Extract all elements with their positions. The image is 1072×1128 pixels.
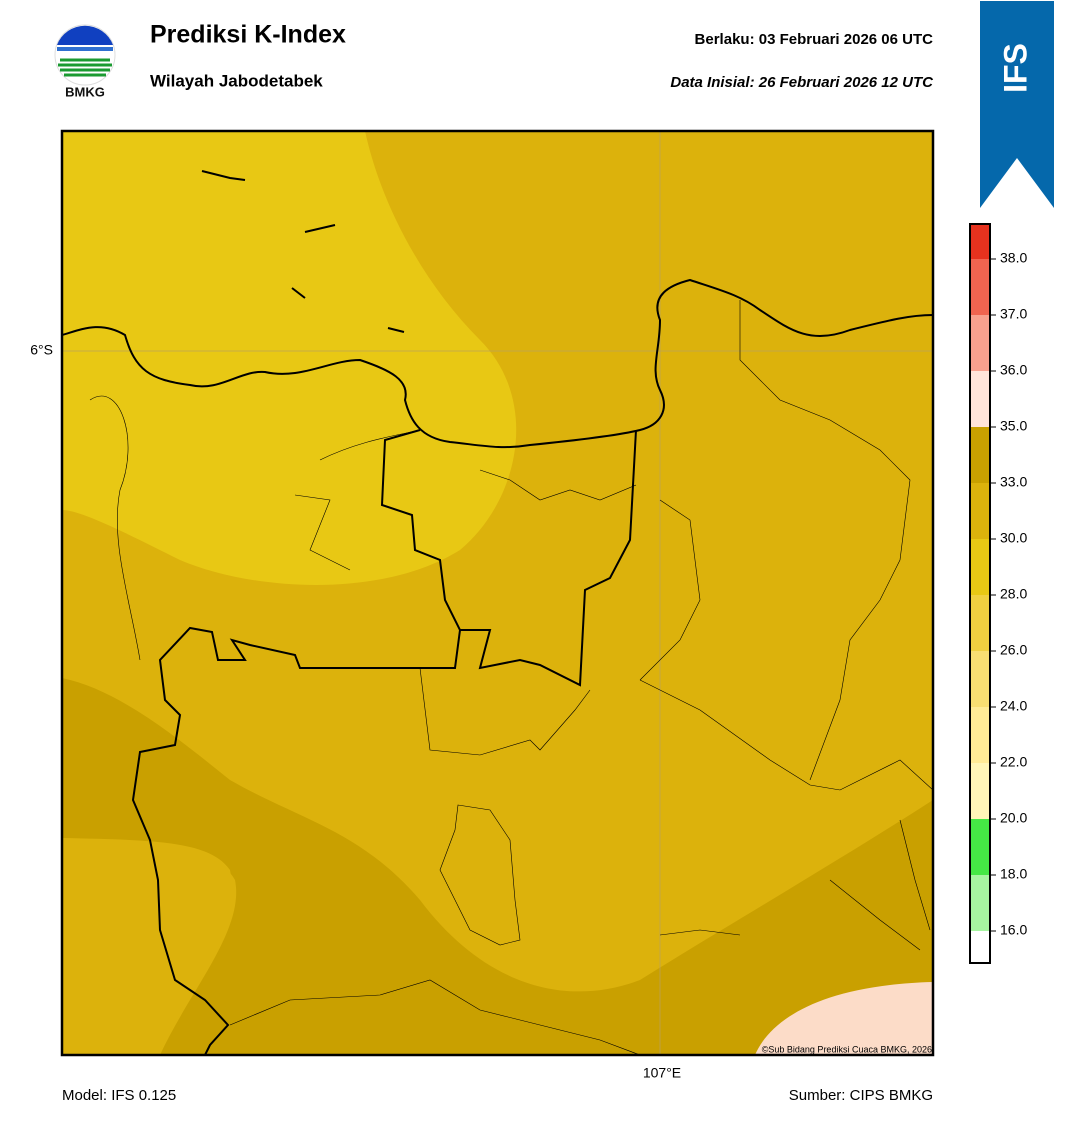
badge-text: IFS (997, 43, 1033, 93)
colorbar-frame (969, 223, 991, 964)
colorbar-label: 36.0 (1000, 362, 1027, 378)
colorbar-label: 20.0 (1000, 810, 1027, 826)
colorbar-segment (970, 427, 990, 483)
colorbar-label: 28.0 (1000, 586, 1027, 602)
colorbar-segment (970, 539, 990, 595)
logo-text: BMKG (65, 84, 105, 99)
subtitle: Wilayah Jabodetabek (150, 71, 323, 90)
colorbar: 16.0 18.0 20.0 22.0 24.0 26.0 28.0 30.0 33.0 35.0… (969, 223, 1027, 964)
lon-label: 107°E (643, 1065, 681, 1081)
colorbar-label: 33.0 (1000, 474, 1027, 490)
title: Prediksi K-Index (150, 21, 346, 49)
lat-label: 6°S (30, 342, 53, 358)
colorbar-label: 24.0 (1000, 698, 1027, 714)
colorbar-label: 18.0 (1000, 866, 1027, 882)
colorbar-label: 22.0 (1000, 754, 1027, 770)
colorbar-segment (970, 763, 990, 819)
colorbar-label: 35.0 (1000, 418, 1027, 434)
init-time: Data Inisial: 26 Februari 2026 12 UTC (670, 74, 934, 91)
colorbar-label: 26.0 (1000, 642, 1027, 658)
colorbar-segment (970, 315, 990, 371)
colorbar-segment (970, 651, 990, 707)
model-badge: IFS (980, 1, 1054, 208)
colorbar-segment (970, 875, 990, 931)
valid-time: Berlaku: 03 Februari 2026 06 UTC (695, 31, 934, 48)
colorbar-segment (970, 483, 990, 539)
model-label: Model: IFS 0.125 (62, 1087, 176, 1104)
colorbar-segment (970, 371, 990, 427)
map-frame (60, 129, 935, 1057)
colorbar-segment (970, 225, 990, 259)
colorbar-label: 16.0 (1000, 922, 1027, 938)
colorbar-segment (970, 707, 990, 763)
colorbar-segment (970, 595, 990, 651)
source-label: Sumber: CIPS BMKG (789, 1087, 933, 1104)
colorbar-segment (970, 819, 990, 875)
credit: ©Sub Bidang Prediksi Cuaca BMKG, 2026 (762, 1044, 932, 1054)
colorbar-label: 37.0 (1000, 306, 1027, 322)
colorbar-label: 38.0 (1000, 250, 1027, 266)
logo: BMKG (54, 24, 116, 99)
colorbar-segment (970, 931, 990, 963)
colorbar-label: 30.0 (1000, 530, 1027, 546)
colorbar-segment (970, 259, 990, 315)
map-area (62, 131, 933, 1055)
